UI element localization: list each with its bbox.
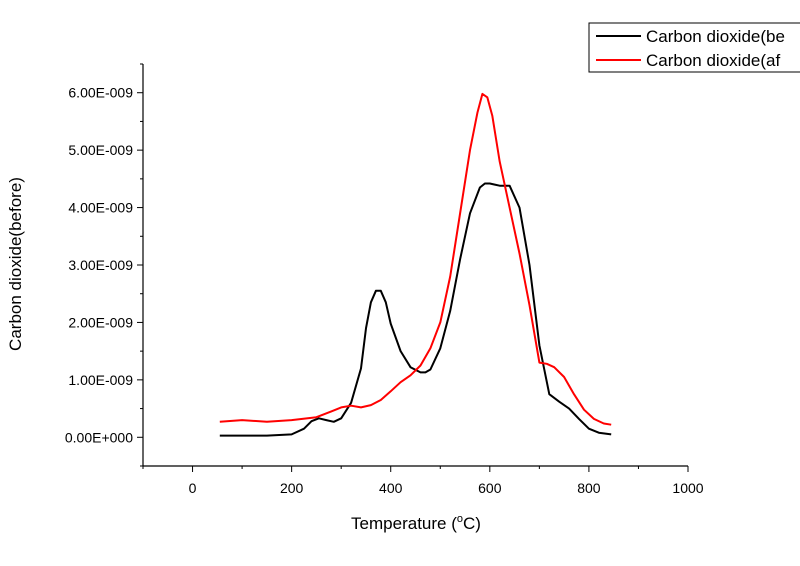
legend-label-before: Carbon dioxide(be: [646, 27, 785, 46]
axes-group: [142, 64, 688, 467]
series-lines: [219, 92, 612, 437]
y-tick-label: 0.00E+000: [65, 429, 133, 445]
legend: Carbon dioxide(be Carbon dioxide(af: [588, 22, 800, 73]
x-tick-label: 1000: [672, 480, 703, 496]
legend-box: [588, 22, 800, 73]
y-axis-ticks: 0.00E+000 1.00E-009 2.00E-009 3.00E-009 4.00…: [65, 63, 143, 467]
legend-label-after: Carbon dioxide(af: [646, 51, 780, 70]
x-tick-label: 800: [577, 480, 601, 496]
series-line-before: [219, 182, 612, 437]
x-tick-label: 400: [379, 480, 403, 496]
series-line-after: [219, 92, 612, 426]
x-tick-label: 200: [280, 480, 304, 496]
x-tick-label: 0: [189, 480, 197, 496]
x-axis-title-superscript: o: [457, 513, 463, 525]
y-tick-label: 5.00E-009: [68, 142, 133, 158]
y-tick-label: 2.00E-009: [68, 314, 133, 330]
y-axis-title: Carbon dioxide(before): [6, 177, 25, 351]
y-tick-label: 6.00E-009: [68, 85, 133, 101]
y-tick-label: 4.00E-009: [68, 200, 133, 216]
x-axis-title-unit: C): [463, 514, 481, 533]
y-tick-label: 1.00E-009: [68, 372, 133, 388]
x-tick-label: 600: [478, 480, 502, 496]
x-axis-title-main: Temperature (: [351, 514, 457, 533]
x-axis-title: Temperature (oC): [351, 513, 481, 533]
x-axis-ticks: 0 200 400 600 800 1000: [142, 466, 704, 496]
y-tick-label: 3.00E-009: [68, 257, 133, 273]
